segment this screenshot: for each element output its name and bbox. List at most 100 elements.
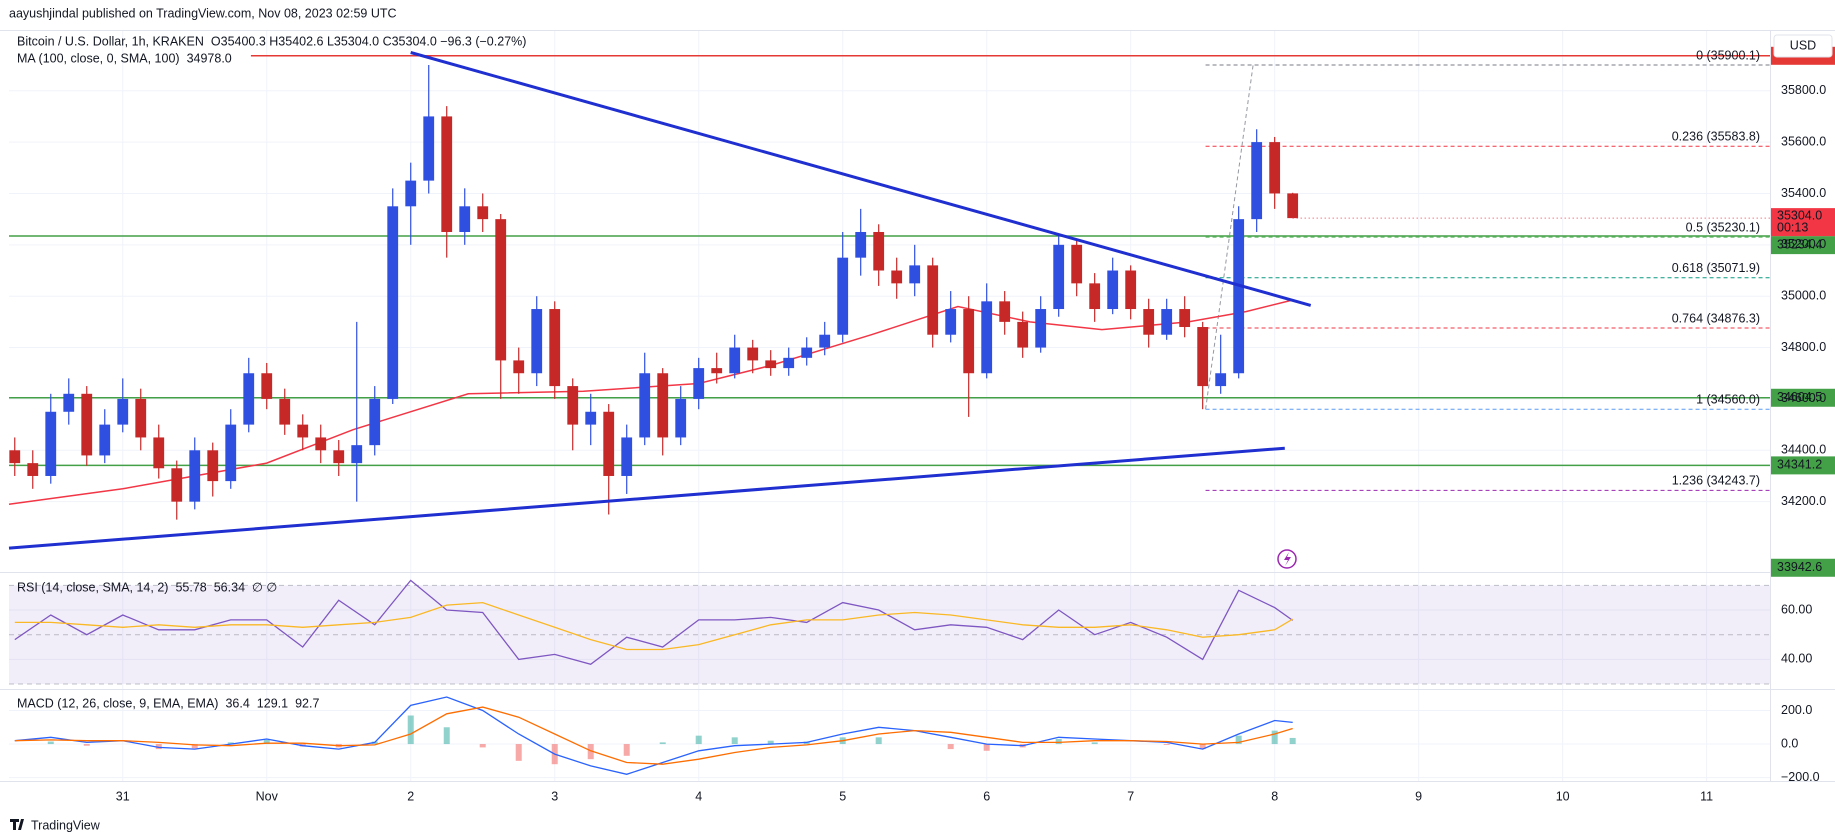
level-tag	[1771, 456, 1835, 475]
candle-body	[783, 357, 795, 369]
grid	[9, 31, 1770, 781]
candle-body	[261, 373, 273, 399]
x-tick-label: 8	[1271, 789, 1278, 803]
fib-label: 0 (35900.1)	[1696, 48, 1760, 62]
x-tick-label: 5	[839, 789, 846, 803]
candle-body	[1125, 270, 1137, 310]
x-tick-label: 2	[407, 789, 414, 803]
macd-histogram-bar	[947, 744, 954, 750]
x-tick-label: 3	[551, 789, 558, 803]
candle-body	[675, 398, 687, 438]
rsi-line	[14, 601, 1294, 651]
fib-label: 0.764 (34876.3)	[1672, 311, 1760, 325]
brand: TradingView	[31, 818, 101, 832]
candle-body	[729, 347, 741, 374]
macd-histogram-bar	[695, 735, 702, 745]
candle-body	[909, 265, 921, 284]
y-tick-label: 35200.0	[1781, 237, 1826, 251]
macd-histogram-bar	[1271, 730, 1278, 745]
candle-body	[1215, 373, 1227, 387]
currency[interactable]: USD	[1790, 38, 1816, 52]
current-tag	[1771, 208, 1835, 237]
level-tag-label: 35234.4	[1777, 237, 1822, 251]
price-tag	[1771, 558, 1835, 577]
candle-body	[1197, 327, 1209, 387]
candle-body	[621, 437, 633, 476]
alert-bolt[interactable]	[1284, 552, 1291, 566]
candle-body	[1017, 321, 1029, 348]
x-tick-label: Nov	[256, 789, 279, 803]
macd-histogram-bar	[1055, 739, 1062, 745]
alert-icon[interactable]	[1277, 549, 1297, 569]
candle-body	[639, 373, 651, 438]
macd-histogram-bar	[587, 744, 594, 760]
candle-body	[891, 270, 903, 284]
candle-body	[9, 450, 21, 464]
price-tag-label: 33942.6	[1777, 560, 1822, 574]
labels: aayushjindal published on TradingView.co…	[9, 6, 1826, 832]
macd-histogram-bar	[1235, 735, 1242, 745]
candle-body	[441, 116, 453, 232]
y-tick-label: 34400.0	[1781, 443, 1826, 457]
macd-histogram-bar	[1199, 744, 1206, 750]
x-tick-label: 4	[695, 789, 702, 803]
ma-label: MA (100, close, 0, SMA, 100)	[17, 51, 180, 65]
candle-body	[405, 180, 417, 207]
logo-mark	[10, 819, 24, 830]
candle-body	[531, 309, 543, 374]
candle-body	[1287, 193, 1299, 219]
candle-body	[765, 360, 777, 369]
candle-body	[279, 398, 291, 425]
macd-histogram-bar	[83, 744, 90, 746]
candle-body	[315, 437, 327, 451]
candle-body	[369, 398, 381, 446]
candle-body	[207, 450, 219, 482]
x-tick-label: 9	[1415, 789, 1422, 803]
fib-anchor	[1205, 64, 1254, 410]
axes	[0, 30, 1835, 782]
brand-logo	[10, 819, 24, 830]
rsi-note: ∅ ∅	[252, 580, 277, 594]
symbol: Bitcoin / U.S. Dollar, 1h, KRAKEN	[17, 34, 204, 48]
candle-body	[837, 257, 849, 335]
macd-histogram-bar	[767, 740, 774, 745]
candle-body	[351, 445, 363, 464]
candle-body	[603, 411, 615, 476]
trendline	[8, 446, 1285, 550]
fib-label: 0.236 (35583.8)	[1672, 130, 1760, 144]
macd-histogram-bar	[443, 727, 450, 745]
candle-body	[747, 347, 759, 361]
candle-body	[1251, 142, 1263, 220]
candle-body	[963, 309, 975, 374]
rsi-line	[14, 579, 1294, 666]
candle-body	[927, 265, 939, 335]
candle-body	[1143, 309, 1155, 335]
macd-histogram-bar	[983, 744, 990, 751]
candle-body	[81, 393, 93, 456]
candle-body	[567, 386, 579, 425]
y-tick-label: 200.0	[1781, 703, 1812, 717]
candle-body	[945, 309, 957, 335]
candle-body	[999, 301, 1011, 322]
y-tick-label: 35800.0	[1781, 83, 1826, 97]
candle-body	[1035, 309, 1047, 348]
signal-value: 92.7	[295, 696, 319, 710]
candle-body	[1179, 309, 1191, 328]
currency-box[interactable]	[1773, 34, 1833, 58]
candle-body	[873, 231, 885, 271]
y-tick-label: 40.00	[1781, 652, 1812, 666]
candle-body	[99, 424, 111, 456]
candle-body	[657, 373, 669, 438]
candle-body	[423, 116, 435, 181]
candle-body	[153, 437, 165, 469]
candle-body	[1071, 244, 1083, 284]
candle-body	[63, 393, 75, 412]
candle-body	[801, 347, 813, 358]
marks	[8, 51, 1770, 775]
y-tick-label: 34800.0	[1781, 340, 1826, 354]
level-tag	[1771, 388, 1835, 407]
macd-histogram-bar	[515, 744, 522, 761]
candle-body	[1089, 283, 1101, 310]
macd-histogram-bar	[1289, 737, 1296, 745]
candle-body	[27, 463, 39, 476]
